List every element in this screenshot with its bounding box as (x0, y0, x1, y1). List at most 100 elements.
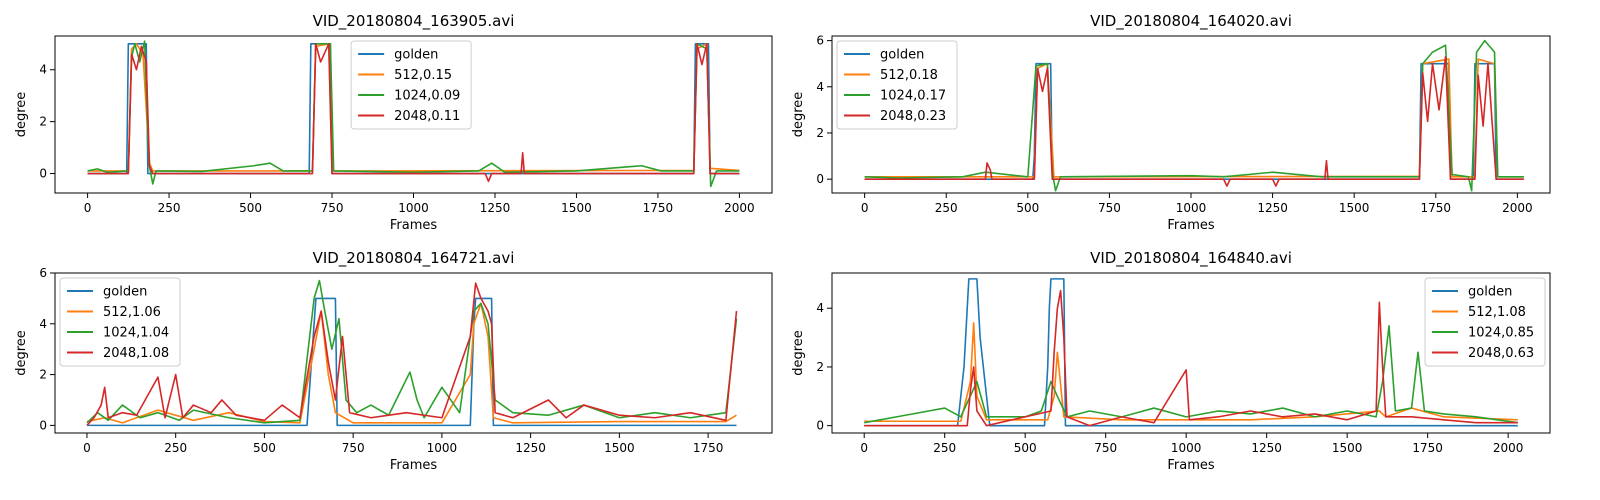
legend-label: 1024,0.85 (1468, 326, 1534, 341)
x-tick-label: 750 (1094, 441, 1117, 455)
x-tick-label: 750 (1098, 201, 1121, 215)
series-line-2 (864, 58, 1524, 178)
x-tick-label: 0 (861, 201, 869, 215)
series-line-3 (864, 39, 1524, 192)
x-tick-label: 750 (342, 441, 365, 455)
axes-frame (54, 272, 773, 434)
x-tick-label: 0 (860, 441, 868, 455)
x-tick-label: 2000 (724, 201, 755, 215)
legend-label: 1024,0.09 (394, 89, 460, 104)
legend-label: 2048,1.08 (103, 346, 169, 361)
y-tick-label: 0 (816, 172, 824, 186)
x-tick-label: 250 (164, 441, 187, 455)
legend: golden 512,1.06 1024,1.04 2048,1.08 (59, 277, 181, 367)
legend-label: golden (1468, 285, 1512, 300)
series-line-3 (86, 279, 738, 424)
legend-label: 2048,0.63 (1468, 346, 1534, 361)
x-tick-label: 1250 (515, 441, 546, 455)
subplot-title: VID_20180804_164840.avi (1090, 249, 1292, 268)
subplot-2: 0 250 500 750 1000 1250 1500 1750 2000 0 2 4 6 VID_20… (791, 12, 1551, 233)
series-line-1 (864, 278, 1518, 427)
x-axis-label: Frames (1167, 458, 1215, 473)
x-tick-label: 1750 (1420, 201, 1451, 215)
legend-label: golden (394, 48, 438, 63)
legend-label: 1024,0.17 (880, 89, 946, 104)
x-tick-label: 1500 (1339, 201, 1370, 215)
legend-frame (59, 277, 181, 367)
legend: golden 512,0.15 1024,0.09 2048,0.11 (350, 40, 472, 130)
y-tick-label: 0 (816, 419, 824, 433)
subplot-title: VID_20180804_164721.avi (313, 249, 515, 268)
x-axis-label: Frames (1167, 218, 1215, 233)
legend-label: 2048,0.23 (880, 109, 946, 124)
legend-frame (1424, 277, 1546, 367)
subplot-3: 0 250 500 750 1000 1250 1500 1750 0 2 4 6 VID_201808… (14, 249, 773, 473)
x-tick-label: 1500 (1332, 441, 1363, 455)
x-axis-label: Frames (390, 458, 438, 473)
x-tick-label: 1500 (561, 201, 592, 215)
y-axis-label: degree (14, 92, 29, 138)
x-tick-label: 1750 (1412, 441, 1443, 455)
legend-label: 512,0.18 (880, 68, 938, 83)
y-axis-label: degree (791, 92, 806, 138)
subplot-title: VID_20180804_164020.avi (1090, 12, 1292, 31)
legend-label: golden (103, 285, 147, 300)
x-tick-label: 500 (1014, 441, 1037, 455)
y-tick-label: 2 (816, 360, 824, 374)
series-line-3 (864, 325, 1518, 424)
x-tick-label: 250 (935, 201, 958, 215)
y-tick-label: 0 (39, 167, 47, 181)
y-axis-label: degree (14, 330, 29, 376)
x-tick-label: 1000 (1171, 441, 1202, 455)
series-line-2 (86, 302, 737, 424)
subplot-1: 0 250 500 750 1000 1250 1500 1750 2000 0 2 4 VID_201… (14, 12, 773, 233)
legend-label: 512,1.06 (103, 305, 161, 320)
x-tick-label: 1750 (643, 201, 674, 215)
x-axis-label: Frames (390, 218, 438, 233)
x-tick-label: 1000 (1176, 201, 1207, 215)
x-tick-label: 1000 (427, 441, 458, 455)
x-tick-label: 1250 (1257, 201, 1288, 215)
x-tick-label: 2000 (1493, 441, 1524, 455)
y-tick-label: 4 (816, 80, 824, 94)
legend-label: 2048,0.11 (394, 109, 460, 124)
x-tick-label: 1750 (693, 441, 724, 455)
y-tick-label: 2 (816, 126, 824, 140)
y-tick-label: 4 (39, 317, 47, 331)
y-axis-label: degree (791, 330, 806, 376)
x-tick-label: 1500 (604, 441, 635, 455)
x-tick-label: 500 (1016, 201, 1039, 215)
legend-label: 512,1.08 (1468, 305, 1526, 320)
legend: golden 512,1.08 1024,0.85 2048,0.63 (1424, 277, 1546, 367)
y-tick-label: 4 (39, 63, 47, 77)
x-tick-label: 250 (158, 201, 181, 215)
x-tick-label: 1000 (398, 201, 429, 215)
legend-frame (350, 40, 472, 130)
series-line-4 (86, 282, 738, 426)
x-tick-label: 0 (83, 441, 91, 455)
x-tick-label: 750 (321, 201, 344, 215)
series-line-4 (87, 42, 740, 183)
x-tick-label: 2000 (1502, 201, 1533, 215)
y-tick-label: 6 (816, 34, 824, 48)
series-line-4 (864, 55, 1524, 187)
legend-label: 512,0.15 (394, 68, 452, 83)
subplot-title: VID_20180804_163905.avi (313, 12, 515, 31)
y-tick-label: 2 (39, 368, 47, 382)
y-tick-label: 6 (39, 266, 47, 280)
x-tick-label: 0 (84, 201, 92, 215)
y-tick-label: 2 (39, 115, 47, 129)
x-tick-label: 1250 (480, 201, 511, 215)
x-tick-label: 1250 (1251, 441, 1282, 455)
axes-frame (831, 272, 1551, 434)
legend: golden 512,0.18 1024,0.17 2048,0.23 (836, 40, 958, 130)
legend-frame (836, 40, 958, 130)
y-tick-label: 4 (816, 301, 824, 315)
x-tick-label: 500 (253, 441, 276, 455)
legend-label: golden (880, 48, 924, 63)
legend-label: 1024,1.04 (103, 326, 169, 341)
series-line-4 (864, 289, 1518, 427)
series-line-1 (86, 297, 737, 427)
y-tick-label: 0 (39, 418, 47, 432)
